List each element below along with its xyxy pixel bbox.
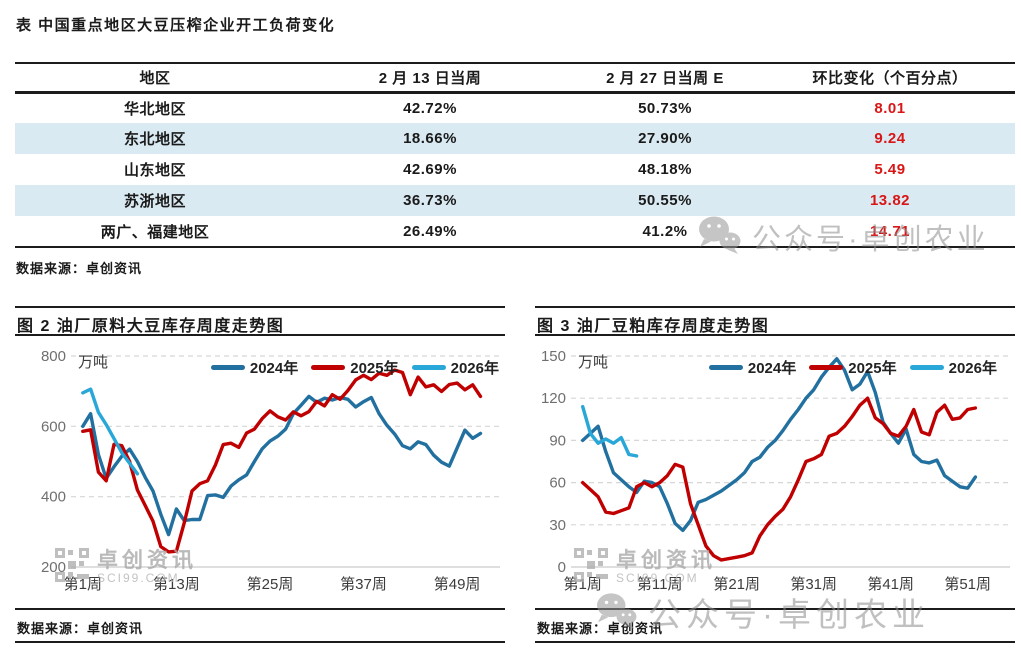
cell-week2: 50.55% [638, 192, 692, 209]
figure3-legend: 2024年 2025年 2026年 [708, 357, 997, 378]
y-tick-label: 600 [41, 418, 66, 435]
legend-label: 2025年 [848, 360, 897, 377]
series-line-2025年 [581, 396, 978, 562]
figure2-chart-area: 800 600 400 200 第1周 第13周 第25周 第37周 第49周 万吨 2024年 2… [15, 336, 505, 608]
y-tick-label: 400 [41, 489, 66, 506]
cell-week2: 50.73% [638, 99, 692, 117]
table-row: 东北地区 18.66% 27.90% 9.24 [15, 123, 1015, 154]
legend-swatch [411, 365, 446, 370]
cell-week2: 41.2% [642, 222, 688, 240]
table-row: 山东地区 42.69% 48.18% 5.49 [15, 154, 1015, 185]
legend-label: 2024年 [249, 360, 299, 377]
cell-week1: 18.66% [403, 130, 457, 147]
cell-region: 苏浙地区 [123, 193, 186, 210]
chart-panel-soybean-stock: 图 2 油厂原料大豆库存周度走势图 800 600 400 200 第1周 第13周 第25… [15, 306, 505, 643]
legend-label: 2025年 [350, 360, 399, 377]
legend-item: 2024年 [210, 357, 299, 378]
cell-region: 山东地区 [123, 162, 186, 179]
cell-change: 13.82 [869, 192, 911, 209]
table-row: 华北地区 42.72% 50.73% 8.01 [15, 92, 1015, 123]
cell-region: 东北地区 [123, 131, 186, 148]
cell-change: 5.49 [874, 161, 906, 178]
document-title: 表 中国重点地区大豆压榨企业开工负荷变化 [16, 17, 336, 34]
legend-swatch [909, 365, 944, 370]
legend-swatch [311, 365, 346, 370]
header-region: 地区 [15, 63, 295, 94]
legend-swatch [210, 365, 245, 370]
cell-change: 9.24 [874, 130, 906, 147]
legend-item: 2025年 [809, 357, 897, 378]
y-tick-label: 800 [41, 348, 66, 365]
legend-item: 2025年 [311, 357, 399, 378]
series-line-2024年 [81, 394, 483, 537]
legend-swatch [708, 365, 743, 370]
x-tick-label: 第41周 [867, 575, 914, 593]
y-tick-label: 150 [541, 348, 566, 365]
table-source-note: 数据来源：卓创资讯 [16, 261, 143, 276]
axis-unit-label: 万吨 [78, 354, 108, 371]
x-tick-label: 第25周 [247, 575, 294, 593]
legend-label: 2026年 [450, 360, 499, 377]
legend-item: 2026年 [411, 357, 499, 378]
x-tick-label: 第31周 [790, 575, 837, 593]
figure3-source-note: 数据来源：卓创资讯 [535, 608, 1015, 643]
figure3-chart-area: 150 120 90 60 30 0 第1周 第11周 第21周 第31周 第41周 第51周 万吨 2… [535, 336, 1015, 608]
table-row: 两广、福建地区 26.49% 41.2% 14.71 [15, 216, 1015, 247]
cell-change: 8.01 [874, 99, 906, 117]
series-line-2024年 [581, 357, 978, 533]
cell-week1: 36.73% [403, 192, 457, 209]
series-line-2025年 [81, 368, 483, 554]
legend-item: 2026年 [909, 357, 997, 378]
y-tick-label: 120 [541, 390, 566, 407]
x-tick-label: 第11周 [637, 575, 683, 593]
chart-panel-soymeal-stock: 图 3 油厂豆粕库存周度走势图 150 120 90 60 30 0 第1周 第11周 第21周… [535, 306, 1015, 643]
x-tick-label: 第13周 [153, 575, 200, 593]
y-tick-label: 200 [41, 559, 66, 576]
table-body: 华北地区 42.72% 50.73% 8.01 东北地区 18.66% 27.90% 9.24… [15, 92, 1015, 247]
figure2-title: 图 2 油厂原料大豆库存周度走势图 [15, 306, 505, 336]
y-tick-label: 60 [549, 475, 566, 492]
x-tick-label: 第37周 [340, 575, 387, 593]
header-week-feb27: 2 月 27 日当周 E [565, 63, 765, 94]
cell-region: 华北地区 [123, 100, 186, 118]
cell-week1: 26.49% [403, 222, 457, 240]
cell-change: 14.71 [869, 222, 911, 240]
header-week-feb13: 2 月 13 日当周 [295, 63, 565, 94]
x-tick-label: 第1周 [564, 575, 602, 593]
cell-week2: 27.90% [638, 130, 692, 147]
table-header: 地区 2 月 13 日当周 2 月 27 日当周 E 环比变化（个百分点） [15, 63, 1015, 94]
charts-row: 图 2 油厂原料大豆库存周度走势图 800 600 400 200 第1周 第13周 第25… [15, 306, 1015, 643]
legend-item: 2024年 [708, 357, 797, 378]
figure3-title: 图 3 油厂豆粕库存周度走势图 [535, 306, 1015, 336]
legend-label: 2026年 [948, 360, 997, 377]
y-tick-label: 90 [549, 432, 566, 449]
cell-week1: 42.69% [403, 161, 457, 178]
cell-week2: 48.18% [638, 161, 692, 178]
cell-week1: 42.72% [403, 99, 457, 117]
region-load-table: 地区 2 月 13 日当周 2 月 27 日当周 E 环比变化（个百分点） 华北… [15, 62, 1015, 248]
series-line-2026年 [581, 404, 639, 458]
y-tick-label: 0 [558, 559, 566, 576]
header-change: 环比变化（个百分点） [765, 63, 1015, 94]
x-tick-label: 第21周 [713, 575, 760, 593]
axis-unit-label: 万吨 [578, 354, 608, 371]
y-tick-label: 30 [549, 517, 566, 534]
x-tick-label: 第49周 [434, 575, 481, 593]
figure2-legend: 2024年 2025年 2026年 [210, 357, 499, 378]
x-tick-label: 第51周 [944, 575, 991, 593]
series-line-2026年 [81, 387, 140, 476]
figure2-source-note: 数据来源：卓创资讯 [15, 608, 505, 643]
legend-label: 2024年 [747, 360, 797, 377]
x-tick-label: 第1周 [64, 575, 102, 593]
table-row: 苏浙地区 36.73% 50.55% 13.82 [15, 185, 1015, 216]
legend-swatch [809, 365, 844, 370]
cell-region: 两广、福建地区 [100, 223, 210, 241]
